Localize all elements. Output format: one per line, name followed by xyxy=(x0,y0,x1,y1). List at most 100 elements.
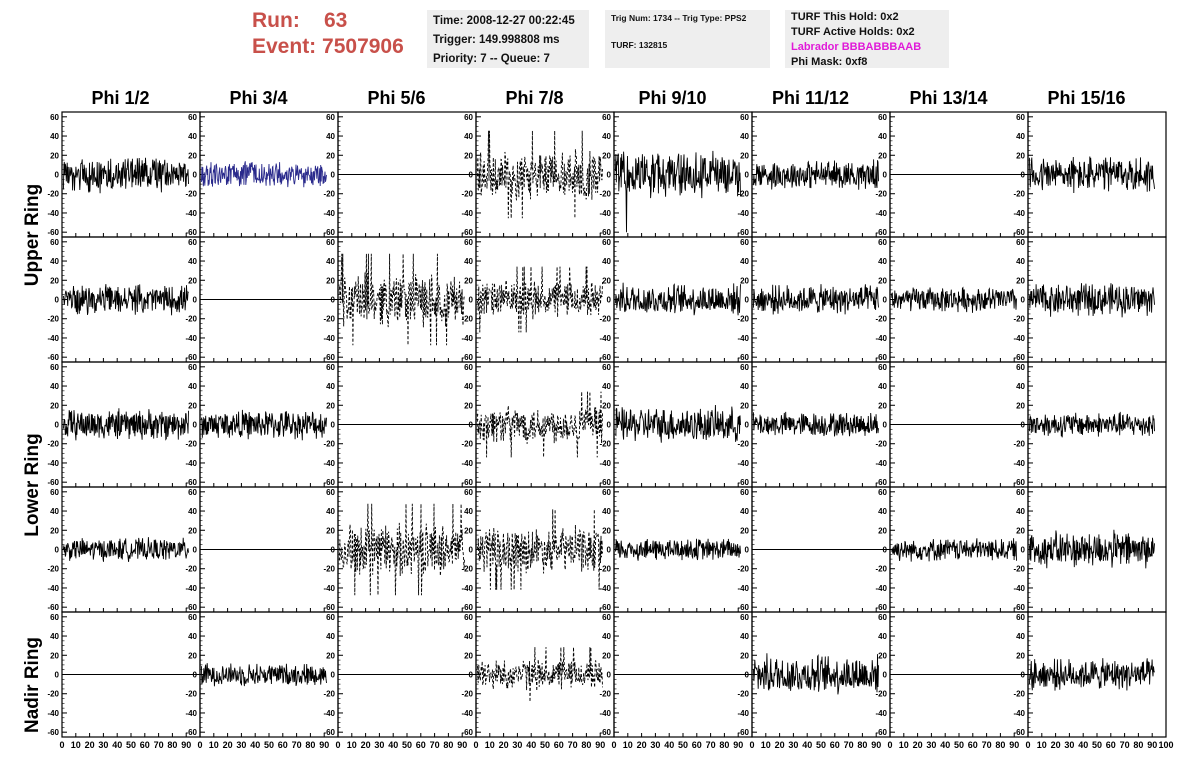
y-tick-label: 20 xyxy=(188,151,197,160)
y-tick-label: -20 xyxy=(323,440,335,449)
y-tick-label: -60 xyxy=(875,353,887,362)
y-tick-label: 0 xyxy=(1021,546,1026,555)
trigger-line: Trigger: 149.998808 ms xyxy=(433,34,560,46)
y-tick-label: -40 xyxy=(461,334,473,343)
y-tick-label: -20 xyxy=(1013,190,1025,199)
x-tick-label: 90 xyxy=(871,740,881,750)
x-tick-label: 80 xyxy=(995,740,1005,750)
y-tick-label: 0 xyxy=(469,421,474,430)
y-tick-label: -60 xyxy=(185,603,197,612)
x-tick-label: 0 xyxy=(59,740,64,750)
y-tick-label: 40 xyxy=(326,257,335,266)
y-tick-label: -20 xyxy=(875,190,887,199)
y-tick-label: 40 xyxy=(326,507,335,516)
y-tick-label: 20 xyxy=(602,651,611,660)
y-tick-label: 0 xyxy=(469,671,474,680)
y-tick-label: 40 xyxy=(878,132,887,141)
waveform-trace xyxy=(614,282,741,316)
col-header-6: Phi 11/12 xyxy=(771,88,850,108)
y-tick-label: 0 xyxy=(469,296,474,305)
y-tick-label: 0 xyxy=(883,296,888,305)
waveform-trace xyxy=(1028,411,1155,438)
y-tick-label: 40 xyxy=(878,507,887,516)
y-tick-label: -40 xyxy=(47,459,59,468)
y-tick-label: 0 xyxy=(607,421,612,430)
y-tick-label: 40 xyxy=(188,257,197,266)
y-tick-label: -20 xyxy=(875,440,887,449)
y-tick-label: -20 xyxy=(599,190,611,199)
y-tick-label: -20 xyxy=(323,690,335,699)
x-tick-label: 0 xyxy=(1025,740,1030,750)
x-tick-label: 10 xyxy=(761,740,771,750)
y-tick-label: 60 xyxy=(740,238,749,247)
x-tick-label: 60 xyxy=(1106,740,1116,750)
x-tick-label: 50 xyxy=(540,740,550,750)
x-tick-label: 80 xyxy=(581,740,591,750)
y-tick-label: 20 xyxy=(188,276,197,285)
y-tick-label: 60 xyxy=(740,113,749,122)
y-tick-label: 20 xyxy=(188,401,197,410)
x-tick-label: 30 xyxy=(236,740,246,750)
y-tick-label: 0 xyxy=(745,671,750,680)
y-tick-label: 0 xyxy=(55,171,60,180)
y-tick-label: -60 xyxy=(599,603,611,612)
y-tick-label: 0 xyxy=(883,546,888,555)
y-tick-label: -20 xyxy=(185,565,197,574)
y-tick-label: 60 xyxy=(326,363,335,372)
x-tick-label: 20 xyxy=(499,740,509,750)
y-tick-label: 20 xyxy=(878,526,887,535)
y-tick-label: -60 xyxy=(185,728,197,737)
y-tick-label: 60 xyxy=(50,363,59,372)
panel-frame xyxy=(199,361,339,488)
y-tick-label: -60 xyxy=(461,728,473,737)
event-label: Event: xyxy=(252,35,317,58)
x-tick-label: 0 xyxy=(335,740,340,750)
y-tick-label: -40 xyxy=(461,709,473,718)
y-tick-label: 0 xyxy=(55,421,60,430)
x-tick-label: 10 xyxy=(71,740,81,750)
x-tick-label: 50 xyxy=(816,740,826,750)
y-tick-label: 60 xyxy=(326,613,335,622)
x-tick-label: 30 xyxy=(1064,740,1074,750)
y-tick-label: -20 xyxy=(461,190,473,199)
x-tick-label: 80 xyxy=(443,740,453,750)
y-tick-label: 40 xyxy=(464,257,473,266)
panel-frame xyxy=(751,611,891,738)
y-tick-label: -20 xyxy=(875,315,887,324)
y-tick-label: -20 xyxy=(185,690,197,699)
run-label: Run: xyxy=(252,9,300,32)
x-tick-label: 80 xyxy=(1133,740,1143,750)
y-tick-label: -40 xyxy=(875,709,887,718)
y-tick-label: -60 xyxy=(47,353,59,362)
y-tick-label: 0 xyxy=(883,171,888,180)
y-tick-label: -40 xyxy=(461,209,473,218)
y-tick-label: -60 xyxy=(47,603,59,612)
y-tick-label: 60 xyxy=(50,113,59,122)
y-tick-label: -60 xyxy=(323,228,335,237)
y-tick-label: 60 xyxy=(1016,363,1025,372)
y-tick-label: 40 xyxy=(50,257,59,266)
y-tick-label: 20 xyxy=(740,526,749,535)
y-tick-label: 40 xyxy=(878,382,887,391)
y-tick-label: -40 xyxy=(323,209,335,218)
y-tick-label: 60 xyxy=(602,613,611,622)
y-tick-label: 60 xyxy=(188,113,197,122)
y-tick-label: 20 xyxy=(326,401,335,410)
y-tick-label: 60 xyxy=(50,238,59,247)
x-tick-label: 40 xyxy=(940,740,950,750)
x-tick-label: 60 xyxy=(692,740,702,750)
run-value: 63 xyxy=(324,9,348,32)
x-tick-label: 40 xyxy=(388,740,398,750)
x-tick-label: 30 xyxy=(512,740,522,750)
y-tick-label: 0 xyxy=(607,671,612,680)
y-tick-label: -60 xyxy=(1013,478,1025,487)
y-tick-label: -60 xyxy=(737,228,749,237)
y-tick-label: -60 xyxy=(185,228,197,237)
y-tick-label: -40 xyxy=(47,709,59,718)
y-tick-label: -60 xyxy=(737,728,749,737)
y-tick-label: -60 xyxy=(461,228,473,237)
y-tick-label: -40 xyxy=(323,334,335,343)
y-tick-label: 60 xyxy=(326,488,335,497)
y-tick-label: 40 xyxy=(464,132,473,141)
